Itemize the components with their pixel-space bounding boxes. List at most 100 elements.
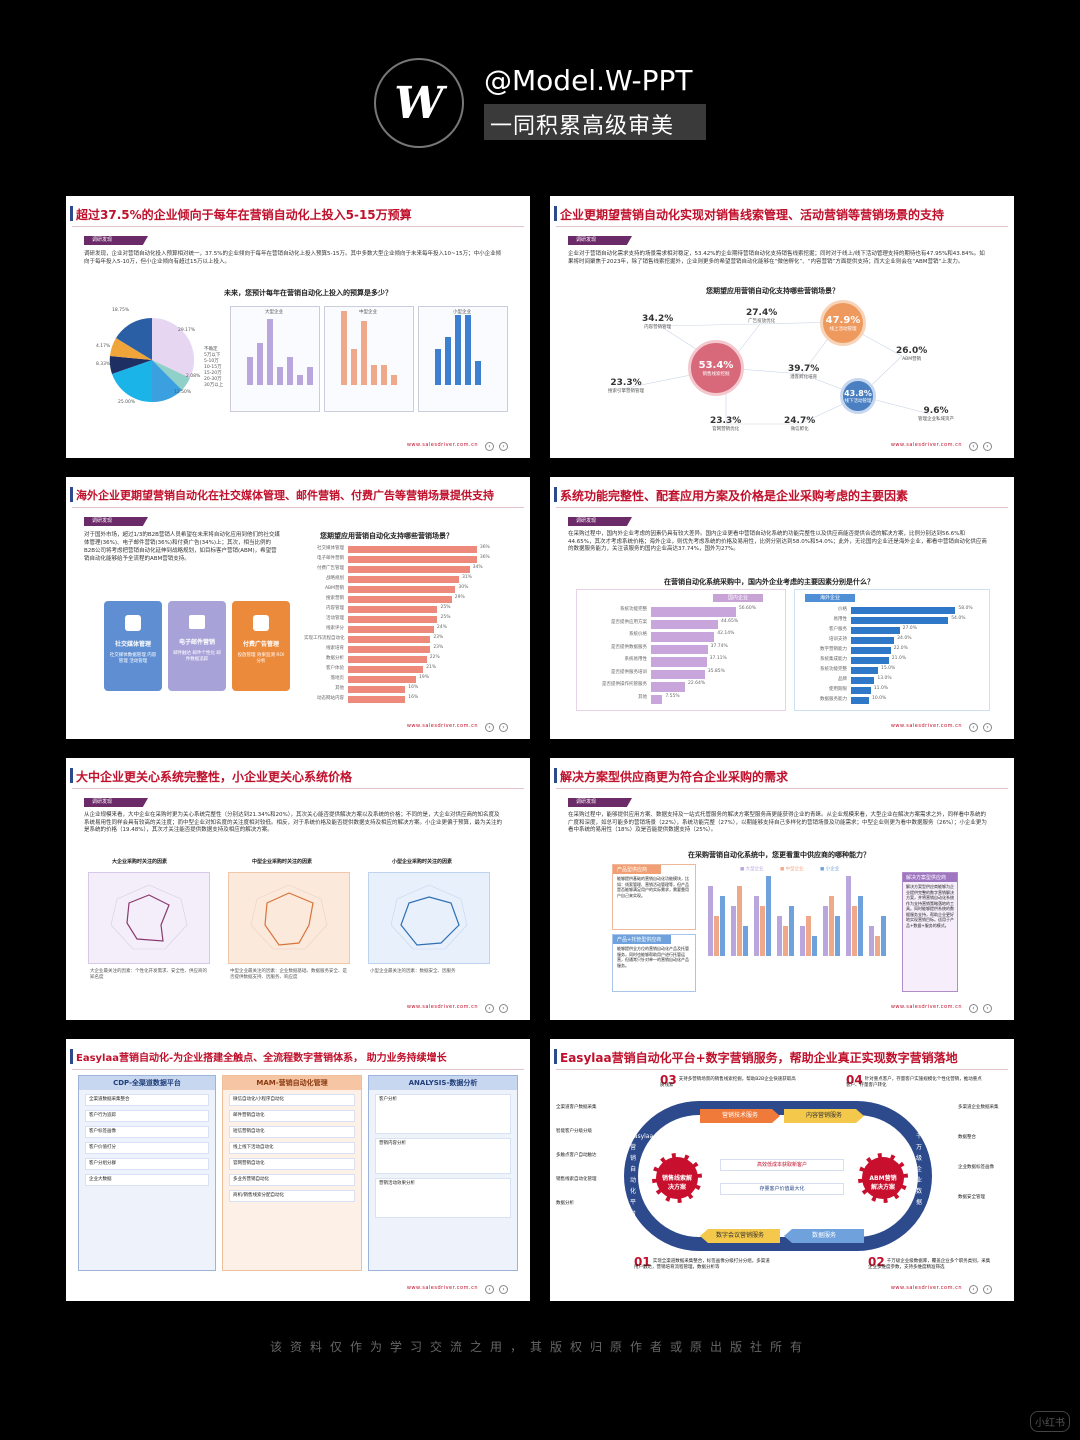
next-button[interactable]: › [499, 1285, 508, 1294]
cdp-column: CDP-全渠道数据平台 全渠道数据采集整合 客户行为追踪 客户标签画像 客户价值… [78, 1075, 216, 1271]
data-items: 多渠道企业数据采集 数据整合 企业数据标签画像 数据安全管理 [958, 1105, 1012, 1201]
bar [651, 682, 685, 692]
bar [869, 926, 874, 956]
next-button[interactable]: › [983, 1004, 992, 1013]
bar-value: 56.60% [738, 606, 757, 611]
prev-button[interactable]: ‹ [485, 723, 494, 732]
bar-label: 数据分析 [326, 656, 344, 661]
bar-label: 价格 [838, 607, 847, 612]
overseas-bar-chart: 价格 58.0% 易用性 54.0% 客户服务 27.0% 培训支持 24.0% 数字营销能力 2… [795, 606, 991, 710]
column-head: MAM-营销自动化管理 [223, 1076, 361, 1090]
bar [371, 365, 377, 385]
pie-label: 25.00% [118, 400, 136, 405]
gear-abm-icon: ABM营销解决方案 [858, 1153, 908, 1203]
bar-value: 37.11% [709, 656, 727, 661]
watermark: 小红书 [1030, 1411, 1070, 1432]
bar-value: 25% [440, 605, 451, 610]
bar-label: 落地页 [330, 676, 345, 681]
pie-slice [109, 356, 152, 374]
bar [341, 311, 347, 385]
point-04: 04 针对重点客户，存量客户实施规模化个性化营销，推动重点客户、存量客户转化 [846, 1074, 986, 1089]
column-block: 线上线下活动自动化 [229, 1142, 355, 1154]
prev-button[interactable]: ‹ [969, 1285, 978, 1294]
radar-chart [250, 884, 328, 950]
point-text: 针对重点客户，存量客户实施规模化个性化营销，推动重点客户、存量客户转化 [846, 1077, 982, 1088]
bar [852, 906, 857, 956]
column-block: 邮件营销自动化 [229, 1110, 355, 1122]
legend-item: 20-30万 [204, 377, 222, 382]
prev-button[interactable]: ‹ [485, 442, 494, 451]
site-url: www.salesdriver.com.cn [890, 442, 962, 448]
next-button[interactable]: › [499, 723, 508, 732]
service-arrow: 内容营销服务 [784, 1109, 864, 1123]
next-button[interactable]: › [983, 442, 992, 451]
legend-item: ■ 中型企业 [780, 867, 804, 872]
bar-label: 社交媒体管理 [317, 546, 344, 551]
column-block: 商机/销售线索分配自动化 [229, 1190, 355, 1202]
pie-label: 2.08% [186, 374, 201, 379]
slide-body: 企业对于营销自动化需求支持的场景需求相对稳定，53.42%的企业期待营销自动化支… [568, 251, 985, 265]
bar-value: 22% [429, 655, 440, 660]
pie-slice [152, 317, 195, 378]
center-goal: 存量客户价值最大化 [720, 1183, 844, 1195]
prev-button[interactable]: ‹ [485, 1285, 494, 1294]
radar-note: 大企业最关注的因素：个性化开发需求、安全性、供应商的知名度 [90, 969, 207, 980]
bar [800, 926, 805, 956]
product-vendor-box: 产品型供应商 能够提供基础的营销自动化功能模块，比如：线索管理、营销活动管理等，… [612, 864, 696, 930]
prev-button[interactable]: ‹ [969, 1004, 978, 1013]
bar [851, 657, 889, 664]
next-button[interactable]: › [983, 1285, 992, 1294]
platform-item: 销售线索自动化管理 [556, 1177, 597, 1182]
legend-item: ■ 小企业 [820, 867, 840, 872]
slide-body: 在采购过程中，能够提供应用方案、数据支持及一站式托管服务的解决方案型服务商更能获… [568, 812, 987, 833]
bar-panel-small: 小型企业 [418, 306, 508, 412]
bar [851, 647, 891, 654]
prev-button[interactable]: ‹ [485, 1004, 494, 1013]
slide-easylaa-system: Easylaa营销自动化-为企业搭建全触点、全流程数字营销体系， 助力业务持续增… [66, 1039, 530, 1301]
bar [465, 315, 471, 385]
bar-panel-medium: 中型企业 [324, 306, 414, 412]
bar [760, 906, 765, 956]
bar-label: 培训支持 [829, 637, 847, 642]
bar-label: 是否提供操作托管服务 [602, 682, 647, 687]
bar-label: 系统易用性 [624, 657, 648, 662]
bar [651, 632, 715, 642]
service-arrow: 营销技术服务 [700, 1109, 780, 1123]
next-button[interactable]: › [499, 1004, 508, 1013]
chart-question: 您期望应用营销自动化支持哪些营销场景？ [706, 287, 839, 295]
box-title: 产品+托管型供应商 [613, 935, 671, 944]
bar-value: 22.64% [687, 681, 706, 686]
platform-item: 全渠道客户数据采集 [556, 1105, 597, 1110]
section-tag: 调研发现 [568, 517, 632, 526]
column-head: CDP-全渠道数据平台 [79, 1076, 215, 1090]
scenario-stat: 27.4% 广告投放优化 [746, 308, 777, 324]
bar-value: 58.0% [958, 606, 973, 611]
slide-easylaa-service: Easylaa营销自动化平台+数字营销服务，帮助企业真正实现数字营销落地 营销技… [550, 1039, 1014, 1301]
site-url: www.salesdriver.com.cn [890, 1285, 962, 1291]
bar [348, 606, 438, 613]
bar-value: 7.55% [665, 693, 680, 699]
bar-label: 线索评分 [326, 626, 344, 631]
slide-title: Easylaa营销自动化平台+数字营销服务，帮助企业真正实现数字营销落地 [554, 1049, 958, 1065]
bar [651, 644, 708, 654]
analysis-column: ANALYSIS-数据分析 客户分析 营销内容分析 营销活动效果分析 [368, 1075, 518, 1271]
pie-legend: 不确定 5万以下 5-10万 10-15万 15-20万 20-30万 30万以… [204, 346, 223, 388]
bubble-value: 47.9% [825, 314, 861, 326]
column-block: 客户行为追踪 [85, 1110, 209, 1122]
site-url: www.salesdriver.com.cn [406, 1285, 478, 1291]
slide-title: 超过37.5%的企业倾向于每年在营销自动化上投入5-15万预算 [70, 206, 412, 222]
bar-value: 24% [436, 625, 447, 630]
bar-value: 54.0% [951, 616, 966, 621]
tile-sub: 社交媒体数据管理 内容管理 活动管理 [109, 653, 157, 664]
bar-value: 27.0% [902, 626, 917, 631]
prev-button[interactable]: ‹ [969, 723, 978, 732]
prev-button[interactable]: ‹ [969, 442, 978, 451]
bar [829, 896, 834, 956]
next-button[interactable]: › [983, 723, 992, 732]
bar [714, 916, 719, 956]
panel-title: 中型企业 [359, 310, 377, 315]
next-button[interactable]: › [499, 442, 508, 451]
box-text: 能够提供基础的营销自动化功能模块，比如：线索管理、营销活动管理等，但产品是否能够… [617, 876, 689, 898]
solution-vendor-box: 解决方案型供应商 解决方案型供应商能够为企业提供完整的数字营销解决方案，并将营销… [902, 872, 958, 992]
column-block: 客户价值打分 [85, 1142, 209, 1154]
